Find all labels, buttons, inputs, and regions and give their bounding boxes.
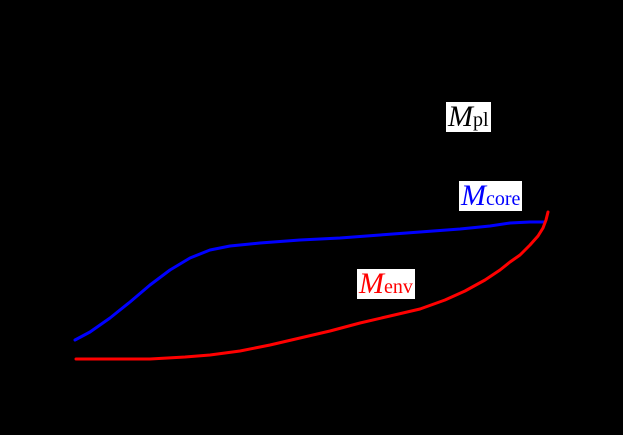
- m-pl-label: Mpl: [446, 102, 491, 132]
- m-env-label-main: M: [359, 267, 384, 300]
- m-core-label-sub: core: [486, 188, 521, 210]
- m-core-label-main: M: [461, 179, 486, 212]
- m-core-label: Mcore: [459, 179, 523, 212]
- m-core-curve: [73, 220, 547, 342]
- m-env-label: Menv: [357, 269, 415, 299]
- m-pl-label-sub: pl: [473, 109, 489, 131]
- m-env-curve: [74, 210, 550, 361]
- m-pl-label-main: M: [448, 100, 473, 133]
- m-env-label-sub: env: [384, 276, 413, 298]
